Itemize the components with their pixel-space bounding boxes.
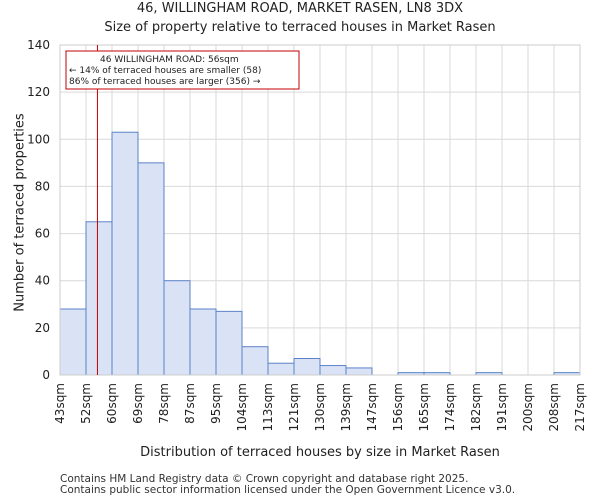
y-tick-label: 80 [35,179,50,193]
x-tick-label: 78sqm [157,383,171,424]
chart-subtitle: Size of property relative to terraced ho… [104,20,496,35]
bar-78sqm [163,280,191,376]
x-tick-label: 182sqm [469,383,483,431]
annotation-box [65,50,300,90]
x-tick-label: 121sqm [287,383,301,431]
axes: 0 20 40 60 80 100 120 140 43sqm 52sqm 60sqm 69sqm 78… [27,38,587,431]
x-tick-label: 139sqm [339,383,353,431]
x-tick-label: 130sqm [313,383,327,431]
x-axis-label: Distribution of terraced houses by size … [140,445,500,460]
y-tick-label: 140 [27,38,50,52]
y-axis-label: Number of terraced properties [12,113,28,312]
y-tick-label: 120 [27,85,50,99]
footer-line-2: Contains public sector information licen… [60,484,516,496]
x-tick-label: 95sqm [209,383,223,424]
x-tick-label: 208sqm [547,383,561,431]
bar-87sqm [189,308,217,376]
annotation-line: 86% of terraced houses are larger (356) … [69,77,261,87]
x-tick-label: 165sqm [417,383,431,431]
bar-52sqm [85,221,113,376]
chart-title: 46, WILLINGHAM ROAD, MARKET RASEN, LN8 3… [136,1,464,16]
y-tick-label: 0 [42,368,50,382]
property-marker: 46 WILLINGHAM ROAD: 56sqm← 14% of terrac… [65,45,300,375]
y-tick-label: 20 [35,321,50,335]
y-tick-label: 60 [35,227,50,241]
x-tick-label: 60sqm [105,383,119,424]
bar-139sqm [345,367,373,376]
x-tick-label: 200sqm [521,383,535,431]
x-tick-label: 52sqm [79,383,93,424]
y-tick-label: 100 [27,132,50,146]
x-tick-label: 174sqm [443,383,457,431]
bar-130sqm [319,365,347,376]
bar-113sqm [267,362,295,376]
annotation-line: 46 WILLINGHAM ROAD: 56sqm [100,55,239,65]
x-tick-label: 43sqm [53,383,67,424]
x-tick-label: 104sqm [235,383,249,431]
bar-104sqm [241,346,269,376]
bar-60sqm [111,131,139,376]
bar-69sqm [137,162,165,376]
footer-line-1: Contains HM Land Registry data © Crown c… [60,473,469,485]
x-tick-label: 191sqm [495,383,509,431]
plot-frame [59,44,581,376]
x-tick-label: 113sqm [261,383,275,431]
x-tick-label: 87sqm [183,383,197,424]
x-tick-label: 156sqm [391,383,405,431]
x-tick-label: 69sqm [131,383,145,424]
x-tick-label: 147sqm [365,383,379,431]
bars [59,131,581,376]
bar-95sqm [215,310,243,376]
y-tick-label: 40 [35,274,50,288]
bar-121sqm [293,358,321,376]
bar-43sqm [59,308,87,376]
annotation-line: ← 14% of terraced houses are smaller (58… [69,66,261,76]
x-tick-label: 217sqm [573,383,587,431]
